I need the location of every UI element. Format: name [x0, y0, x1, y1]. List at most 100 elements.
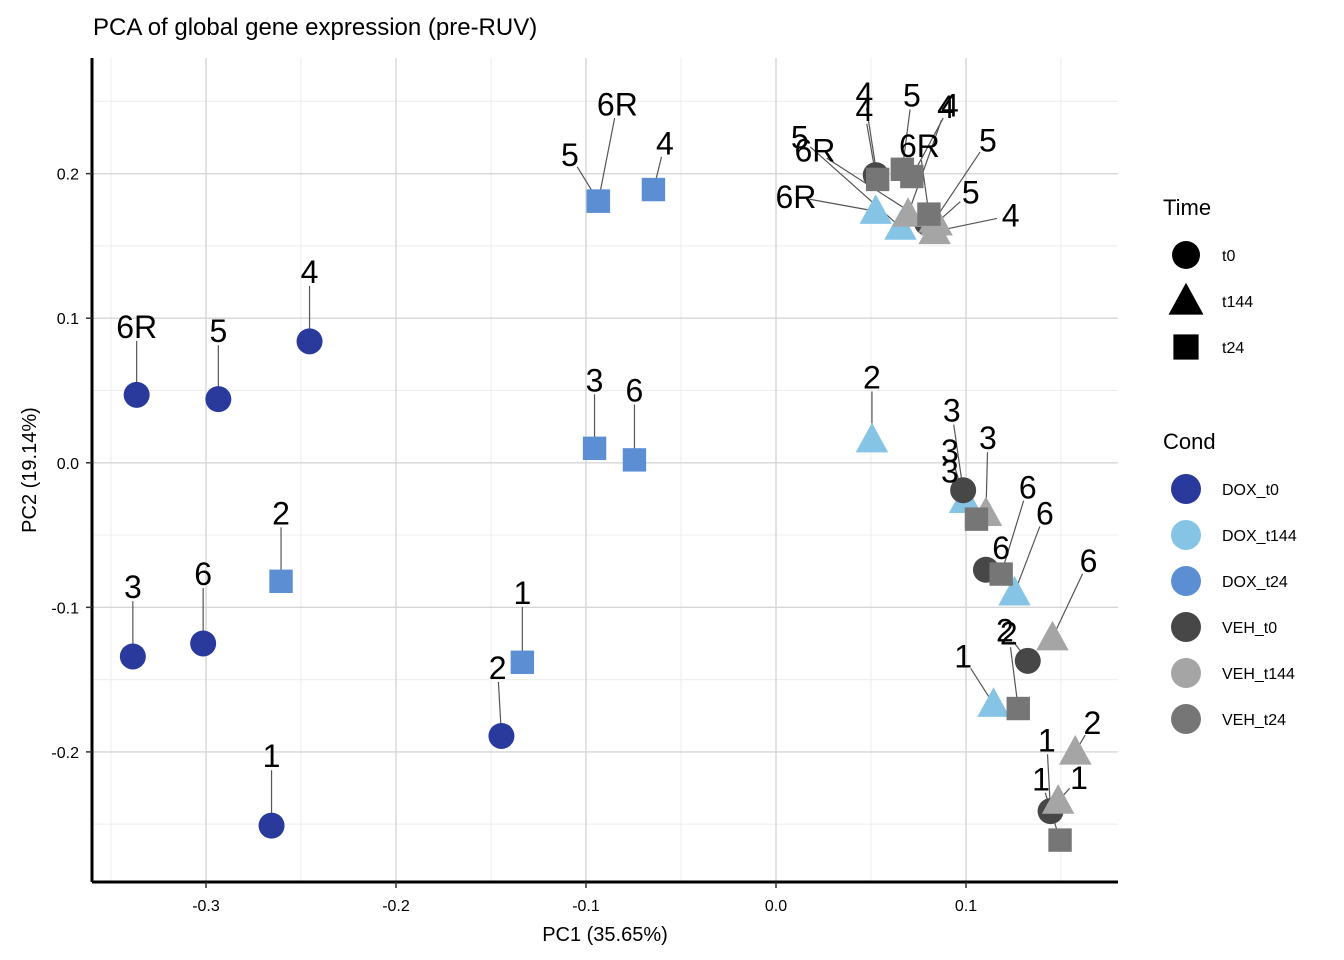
- point-label: 5: [979, 122, 997, 158]
- leader-line: [1000, 500, 1025, 575]
- point-label: 2: [272, 495, 290, 531]
- y-tick-label: -0.2: [51, 745, 79, 762]
- legend-cond-label: DOX_t0: [1222, 482, 1279, 499]
- point-label: 1: [1032, 761, 1050, 797]
- point-marker: [1041, 784, 1075, 814]
- point-marker: [582, 436, 607, 461]
- point-marker: [890, 157, 915, 182]
- legend-cond-key: [1171, 612, 1201, 642]
- point-label: 6R: [597, 86, 638, 122]
- y-tick-label: 0.0: [57, 456, 79, 473]
- ticks: -0.3 -0.2 -0.1 0.0 0.1 -0.2 -0.1 0.0 0.1 0.2: [51, 167, 977, 915]
- point-label: 6: [1080, 543, 1098, 579]
- point-label: 1: [1070, 760, 1088, 796]
- point-label: 4: [855, 92, 873, 128]
- point-label: 4: [941, 88, 959, 124]
- point-marker: [488, 722, 515, 749]
- point-marker: [205, 386, 232, 413]
- point-label: 3: [979, 420, 997, 456]
- point-label: 6R: [116, 309, 157, 345]
- x-tick-label: -0.2: [382, 898, 410, 915]
- point-marker: [190, 630, 217, 657]
- point-label: 6R: [775, 179, 816, 215]
- point-marker: [1048, 828, 1072, 852]
- legend-cond: Cond DOX_t0 DOX_t144 DOX_t24 VEH_t0 VEH_t144…: [1163, 429, 1297, 734]
- y-tick-label: 0.1: [57, 311, 79, 328]
- x-tick-label: -0.1: [572, 898, 600, 915]
- point-marker: [258, 812, 285, 839]
- point-label: 6R: [794, 133, 835, 169]
- point-label: 4: [301, 254, 319, 290]
- point-label: 6: [1019, 469, 1037, 505]
- point-label: 1: [513, 575, 531, 611]
- leader-line: [1051, 573, 1084, 638]
- point-label: 6: [626, 372, 644, 408]
- legend-cond-key: [1171, 658, 1201, 688]
- point-label: 1: [954, 638, 972, 674]
- point-marker: [622, 448, 647, 472]
- point-label: 4: [1002, 198, 1020, 234]
- point-marker: [296, 328, 323, 355]
- legend-cond-label: DOX_t24: [1222, 574, 1288, 591]
- point-marker: [855, 422, 889, 453]
- point-markers: [119, 157, 1092, 852]
- point-label: 2: [863, 359, 881, 395]
- chart-title: PCA of global gene expression (pre-RUV): [93, 14, 537, 41]
- legend-cond-label: VEH_t24: [1222, 712, 1286, 729]
- leader-line: [809, 198, 876, 212]
- point-label: 4: [855, 76, 873, 112]
- point-label: 5: [209, 313, 227, 349]
- point-marker: [865, 167, 890, 192]
- point-label: 1: [1038, 722, 1056, 758]
- point-label: 6: [1036, 495, 1054, 531]
- x-tick-label: 0.0: [765, 898, 787, 915]
- point-marker: [859, 194, 892, 224]
- point-label: 3: [941, 433, 959, 469]
- y-axis-title: PC2 (19.14%): [19, 407, 41, 533]
- leader-line: [1013, 526, 1041, 594]
- point-label: 6R: [899, 128, 940, 164]
- leader-line: [907, 120, 942, 215]
- point-label: 5: [561, 137, 579, 173]
- point-label: 5: [903, 78, 921, 114]
- point-label: 3: [941, 453, 959, 489]
- legend-cond-title: Cond: [1163, 429, 1216, 454]
- point-marker: [123, 381, 150, 408]
- point-marker: [641, 177, 666, 202]
- point-label: 2: [489, 650, 507, 686]
- point-marker: [119, 643, 146, 670]
- point-label: 2: [996, 612, 1014, 648]
- point-label: 4: [937, 89, 955, 125]
- legend-time-key: [1168, 282, 1204, 315]
- axes: [90, 58, 1118, 884]
- point-marker: [998, 575, 1031, 606]
- legend-cond-label: VEH_t144: [1222, 666, 1295, 683]
- legend-time-title: Time: [1163, 195, 1211, 220]
- y-tick-label: 0.2: [57, 167, 79, 184]
- point-marker: [989, 562, 1013, 586]
- legend-time: Time t0 t144 t24: [1163, 195, 1253, 360]
- point-marker: [964, 507, 989, 531]
- point-marker: [950, 477, 977, 504]
- point-marker: [1059, 734, 1092, 765]
- legend-cond-key: [1171, 566, 1201, 596]
- leader-line: [934, 151, 981, 221]
- point-marker: [891, 197, 925, 227]
- point-marker: [1014, 647, 1041, 674]
- legend-cond-label: VEH_t0: [1222, 620, 1277, 637]
- point-marker: [1036, 620, 1069, 651]
- x-tick-label: -0.3: [192, 898, 220, 915]
- point-marker: [1006, 696, 1030, 721]
- point-label: 5: [962, 174, 980, 210]
- point-marker: [269, 569, 293, 594]
- point-label: 2: [1000, 615, 1018, 651]
- point-label: 4: [656, 125, 674, 161]
- legend-cond-key: [1171, 474, 1201, 504]
- y-tick-label: -0.1: [51, 600, 79, 617]
- x-axis-title: PC1 (35.65%): [542, 924, 668, 946]
- legend-time-label: t144: [1222, 294, 1253, 311]
- point-label: 5: [791, 120, 809, 156]
